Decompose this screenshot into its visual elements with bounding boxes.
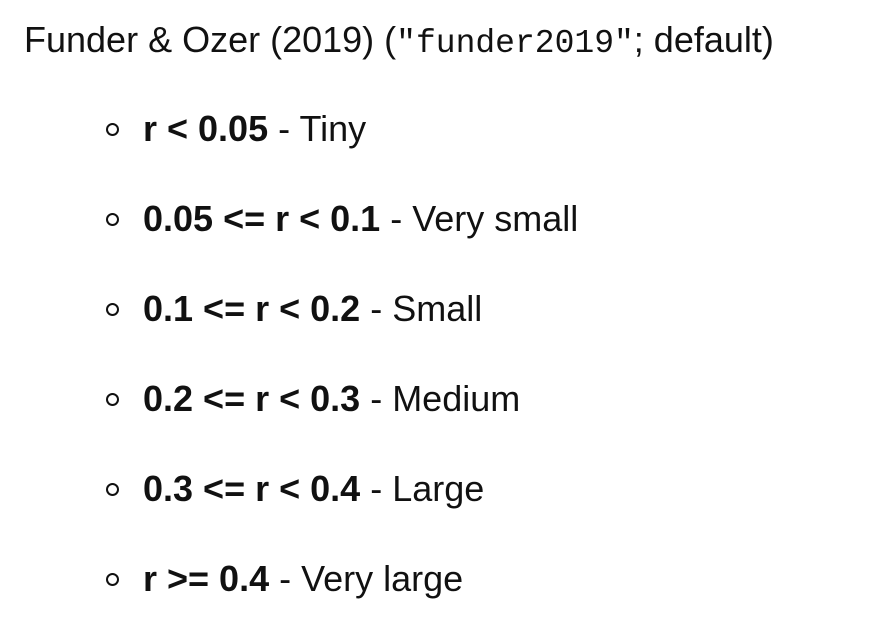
- list-item-range: 0.1 <= r < 0.2: [143, 288, 361, 329]
- circle-bullet-icon: [106, 573, 119, 586]
- list-item-separator: -: [269, 558, 302, 599]
- list-item-range: r < 0.05: [143, 108, 269, 149]
- circle-bullet-icon: [106, 393, 119, 406]
- list-item-text: 0.1 <= r < 0.2 - Small: [143, 286, 482, 332]
- list-item-label: Small: [392, 288, 483, 329]
- list-item-range: 0.05 <= r < 0.1: [143, 198, 381, 239]
- list-item-label: Very small: [412, 198, 579, 239]
- rules-heading: Funder & Ozer (2019) ("funder2019"; defa…: [24, 17, 774, 67]
- heading-title: Funder & Ozer (2019) (: [24, 19, 397, 60]
- circle-bullet-icon: [106, 123, 119, 136]
- heading-code-name: "funder2019": [396, 25, 634, 62]
- list-item-separator: -: [360, 468, 393, 509]
- list-item-text: r >= 0.4 - Very large: [143, 556, 463, 602]
- list-item-text: 0.2 <= r < 0.3 - Medium: [143, 376, 520, 422]
- list-item-range: 0.3 <= r < 0.4: [143, 468, 361, 509]
- list-item-separator: -: [360, 288, 393, 329]
- list-item-label: Tiny: [299, 108, 367, 149]
- list-item-label: Medium: [392, 378, 521, 419]
- heading-default-note: ; default): [633, 19, 774, 60]
- list-item-text: r < 0.05 - Tiny: [143, 106, 366, 152]
- list-item-separator: -: [268, 108, 300, 149]
- list-item-text: 0.05 <= r < 0.1 - Very small: [143, 196, 578, 242]
- circle-bullet-icon: [106, 213, 119, 226]
- list-item-label: Very large: [301, 558, 464, 599]
- list-item-separator: -: [380, 198, 413, 239]
- circle-bullet-icon: [106, 483, 119, 496]
- list-item-range: r >= 0.4: [143, 558, 270, 599]
- list-item-label: Large: [392, 468, 485, 509]
- list-item-range: 0.2 <= r < 0.3: [143, 378, 361, 419]
- list-item-text: 0.3 <= r < 0.4 - Large: [143, 466, 484, 512]
- list-item-separator: -: [360, 378, 393, 419]
- circle-bullet-icon: [106, 303, 119, 316]
